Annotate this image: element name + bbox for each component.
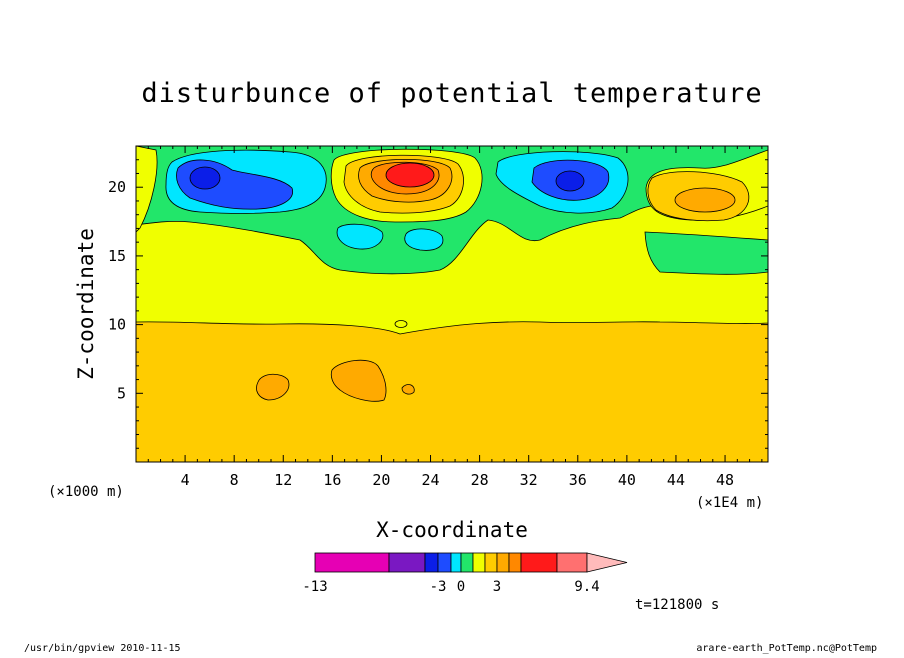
x-tick-label: 32 [520, 471, 538, 489]
x-tick-label: 28 [471, 471, 489, 489]
warm-anomaly-right-core [674, 187, 736, 213]
cold-blob-2 [404, 228, 444, 251]
cold-blob-1 [336, 223, 384, 250]
colorbar-swatch [437, 552, 452, 573]
y-tick-label: 20 [108, 178, 126, 196]
axis-ticks [136, 146, 768, 462]
cold-anomaly-left-core [189, 166, 221, 190]
warm-blob-low-1 [256, 373, 290, 401]
x-tick-label: 44 [667, 471, 685, 489]
colorbar-swatch [472, 552, 486, 573]
chart-title: disturbunce of potential temperature [141, 78, 762, 109]
colorbar-label: -13 [302, 579, 327, 595]
x-tick-labels: 4 8 12 16 20 24 28 32 36 40 44 48 [181, 471, 735, 489]
colorbar-label: 3 [493, 579, 501, 595]
colorbar-swatch [508, 552, 522, 573]
contour-green-lobe-right [644, 231, 768, 275]
plot-frame [135, 145, 769, 463]
x-tick-label: 8 [230, 471, 239, 489]
cold-anomaly-right-core [555, 170, 585, 192]
colorbar-swatch [314, 552, 390, 573]
colorbar-label: 9.4 [574, 579, 599, 595]
time-label: t=121800 s [635, 597, 719, 613]
y-tick-label: 10 [108, 316, 126, 334]
x-tick-label: 16 [323, 471, 341, 489]
colorbar-label: 0 [457, 579, 465, 595]
x-tick-label: 20 [372, 471, 390, 489]
colorbar [314, 552, 628, 573]
x-unit-label: (×1000 m) [48, 484, 124, 500]
warm-blob-low-2 [330, 359, 387, 402]
warm-blob-low-3 [401, 384, 415, 395]
footer-right: arare-earth_PotTemp.nc@PotTemp [696, 643, 877, 654]
x-tick-label: 40 [618, 471, 636, 489]
colorbar-swatch [484, 552, 498, 573]
colorbar-swatch [450, 552, 462, 573]
colorbar-swatch [496, 552, 510, 573]
colorbar-swatch [388, 552, 426, 573]
colorbar-label: -3 [430, 579, 447, 595]
contour-yellow-pocket-left [136, 146, 158, 233]
x-tick-label: 4 [181, 471, 190, 489]
x-tick-label: 48 [716, 471, 734, 489]
x-tick-label: 24 [421, 471, 439, 489]
colorbar-swatch [424, 552, 439, 573]
x-tick-label: 12 [274, 471, 292, 489]
warm-anomaly-center-5 [385, 162, 435, 188]
x-tick-label: 36 [569, 471, 587, 489]
y-axis-title: Z-coordinate [74, 228, 98, 380]
x-multiplier-label: (×1E4 m) [696, 495, 763, 511]
colorbar-swatch [556, 552, 588, 573]
colorbar-swatch [520, 552, 558, 573]
y-tick-labels: 5 10 15 20 [108, 178, 126, 402]
colorbar-labels: -13 -3 0 3 9.4 [302, 579, 599, 595]
y-tick-label: 15 [108, 247, 126, 265]
colorbar-extend-arrow [586, 552, 628, 573]
colorbar-swatch [460, 552, 474, 573]
plot-area [136, 146, 768, 462]
y-tick-label: 5 [117, 384, 126, 402]
contour-small-loop [394, 320, 408, 328]
x-axis-title: X-coordinate [376, 518, 528, 542]
footer-left: /usr/bin/gpview 2010-11-15 [24, 643, 181, 654]
